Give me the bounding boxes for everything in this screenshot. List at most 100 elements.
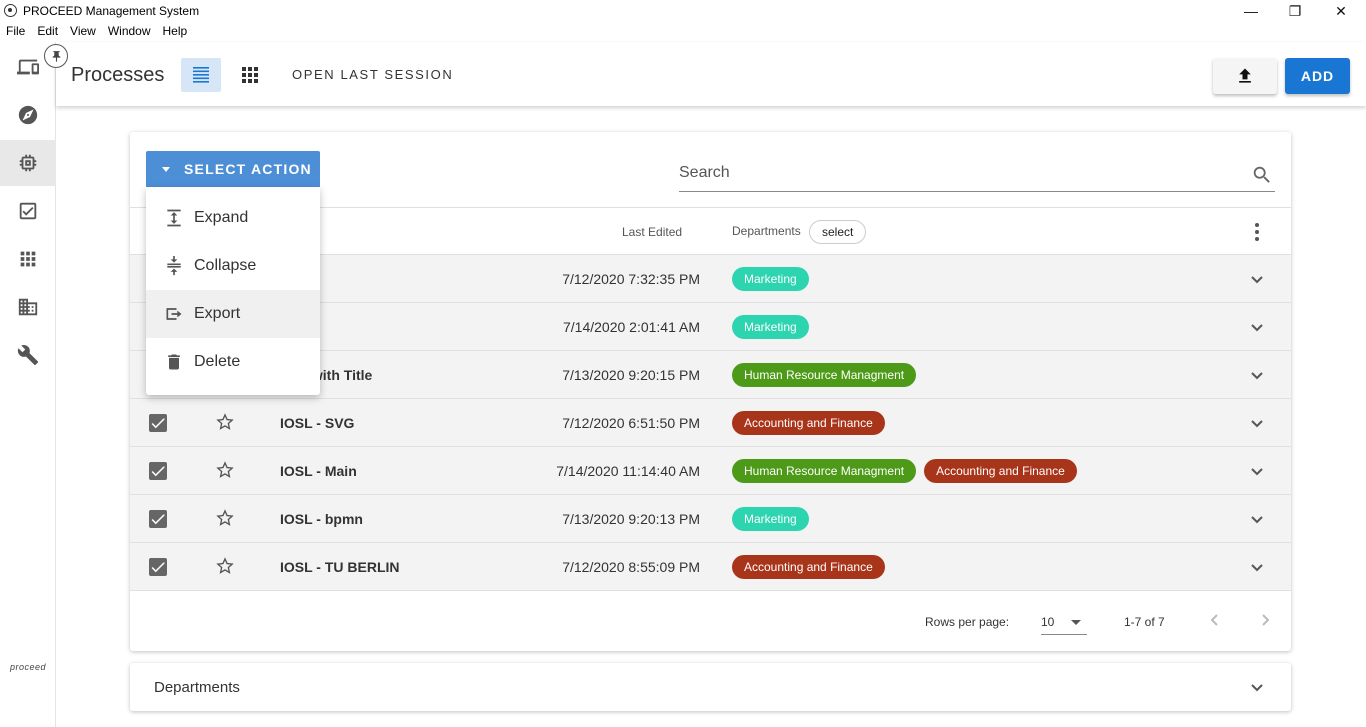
expand-row-button[interactable] <box>1249 463 1265 479</box>
grid-view-button[interactable] <box>230 58 270 92</box>
expand-row-button[interactable] <box>1249 271 1265 287</box>
close-button[interactable]: ✕ <box>1335 2 1347 19</box>
department-tags: Human Resource Managment <box>732 363 917 387</box>
expand-row-button[interactable] <box>1249 319 1265 335</box>
department-tags: Marketing <box>732 315 809 339</box>
menu-window[interactable]: Window <box>107 24 151 38</box>
check-icon <box>151 562 165 573</box>
expand-icon <box>167 209 181 227</box>
chevron-right-icon <box>1262 614 1270 626</box>
last-edited-date: 7/13/2020 9:20:13 PM <box>562 511 700 527</box>
sidebar-item-devices[interactable] <box>0 44 56 90</box>
select-action-label: SELECT ACTION <box>184 161 312 177</box>
devices-icon <box>17 59 39 75</box>
department-tag: Accounting and Finance <box>732 411 885 435</box>
favorite-star-button[interactable] <box>215 460 235 480</box>
last-edited-date: 7/14/2020 11:14:40 AM <box>556 463 700 479</box>
menu-view[interactable]: View <box>70 24 96 38</box>
restore-button[interactable]: ❐ <box>1288 2 1302 19</box>
check-icon <box>151 418 165 429</box>
minimize-button[interactable]: — <box>1244 3 1258 19</box>
check-icon <box>151 466 165 477</box>
expand-row-button[interactable] <box>1249 415 1265 431</box>
table-row[interactable]: IOSL - bpmn 7/13/2020 9:20:13 PM Marketing <box>130 495 1291 543</box>
chevron-left-icon <box>1210 614 1218 626</box>
department-tag: Marketing <box>732 315 809 339</box>
department-tags: Marketing <box>732 507 809 531</box>
chevron-down-icon[interactable] <box>1249 679 1265 695</box>
process-table-card: SELECT ACTION Last Edited Departments se… <box>130 132 1291 651</box>
row-checkbox[interactable] <box>149 462 167 480</box>
sidebar-item-explore[interactable] <box>0 92 56 138</box>
select-action-button[interactable]: SELECT ACTION <box>146 151 320 187</box>
pagination-range: 1-7 of 7 <box>1124 615 1165 629</box>
rows-per-page-select[interactable]: 10 <box>1041 609 1087 635</box>
row-checkbox[interactable] <box>149 558 167 576</box>
table-row[interactable]: PDF with Title 7/13/2020 9:20:15 PM Human … <box>130 351 1291 399</box>
process-name[interactable]: IOSL - TU BERLIN <box>280 559 400 575</box>
department-tag: Accounting and Finance <box>732 555 885 579</box>
process-name[interactable]: IOSL - bpmn <box>280 511 363 527</box>
menu-item-expand[interactable]: Expand <box>146 194 320 242</box>
add-button[interactable]: ADD <box>1285 58 1350 94</box>
process-name[interactable]: IOSL - SVG <box>280 415 355 431</box>
page-title: Processes <box>71 64 165 86</box>
favorite-star-button[interactable] <box>215 412 235 432</box>
app-icon <box>4 4 17 17</box>
menu-file[interactable]: File <box>6 24 26 38</box>
menu-item-label: Expand <box>194 209 249 226</box>
prev-page-button[interactable] <box>1207 612 1223 628</box>
search-input[interactable] <box>679 164 1239 182</box>
table-pagination: Rows per page: 10 1-7 of 7 <box>130 592 1291 651</box>
menu-help[interactable]: Help <box>162 24 188 38</box>
sidebar-item-tasks[interactable] <box>0 188 56 234</box>
table-row[interactable]: IOSL - SVG 7/12/2020 6:51:50 PM Accounting… <box>130 399 1291 447</box>
row-checkbox[interactable] <box>149 414 167 432</box>
list-view-button[interactable] <box>181 58 221 92</box>
search-icon[interactable] <box>1251 164 1273 186</box>
last-edited-date: 7/14/2020 2:01:41 AM <box>563 319 700 335</box>
department-tag: Human Resource Managment <box>732 363 917 387</box>
sidebar-item-processes[interactable] <box>0 140 56 186</box>
apps-icon <box>20 251 36 267</box>
more-options-icon[interactable] <box>1249 220 1265 244</box>
departments-filter-select[interactable]: select <box>809 220 867 244</box>
building-icon <box>18 298 38 316</box>
menu-item-collapse[interactable]: Collapse <box>146 242 320 290</box>
favorite-star-button[interactable] <box>215 508 235 528</box>
expand-row-button[interactable] <box>1249 367 1265 383</box>
menu-edit[interactable]: Edit <box>37 24 59 38</box>
next-page-button[interactable] <box>1257 612 1273 628</box>
sidebar-item-environment[interactable] <box>0 284 56 330</box>
header-departments: Departments <box>732 224 801 238</box>
open-last-session-button[interactable]: OPEN LAST SESSION <box>292 67 454 82</box>
departments-panel[interactable]: Departments <box>130 663 1291 711</box>
header-last-edited[interactable]: Last Edited <box>622 225 683 239</box>
department-tags: Accounting and Finance <box>732 411 885 435</box>
star-icon <box>216 557 234 574</box>
sidebar-item-apps[interactable] <box>0 236 56 282</box>
department-tag: Marketing <box>732 267 809 291</box>
last-edited-date: 7/12/2020 6:51:50 PM <box>562 415 700 431</box>
menu-item-delete[interactable]: Delete <box>146 338 320 386</box>
window-title: PROCEED Management System <box>23 4 200 18</box>
caret-down-icon <box>162 166 170 172</box>
row-checkbox[interactable] <box>149 510 167 528</box>
menu-item-label: Export <box>194 305 241 322</box>
department-tag: Marketing <box>732 507 809 531</box>
favorite-star-button[interactable] <box>215 556 235 576</box>
pin-button[interactable] <box>44 44 68 68</box>
expand-row-button[interactable] <box>1249 559 1265 575</box>
process-name[interactable]: IOSL - Main <box>280 463 357 479</box>
upload-button[interactable] <box>1213 58 1277 94</box>
menu-item-export[interactable]: Export <box>146 290 320 338</box>
expand-row-button[interactable] <box>1249 511 1265 527</box>
menu-item-label: Delete <box>194 353 241 370</box>
table-row[interactable]: IOSL - TU BERLIN 7/12/2020 8:55:09 PM Acco… <box>130 543 1291 591</box>
sidebar-item-settings[interactable] <box>0 332 56 378</box>
table-row[interactable]: IOSL - Main 7/14/2020 11:14:40 AM Human Re… <box>130 447 1291 495</box>
collapse-icon <box>167 256 181 276</box>
last-edited-date: 7/12/2020 8:55:09 PM <box>562 559 700 575</box>
